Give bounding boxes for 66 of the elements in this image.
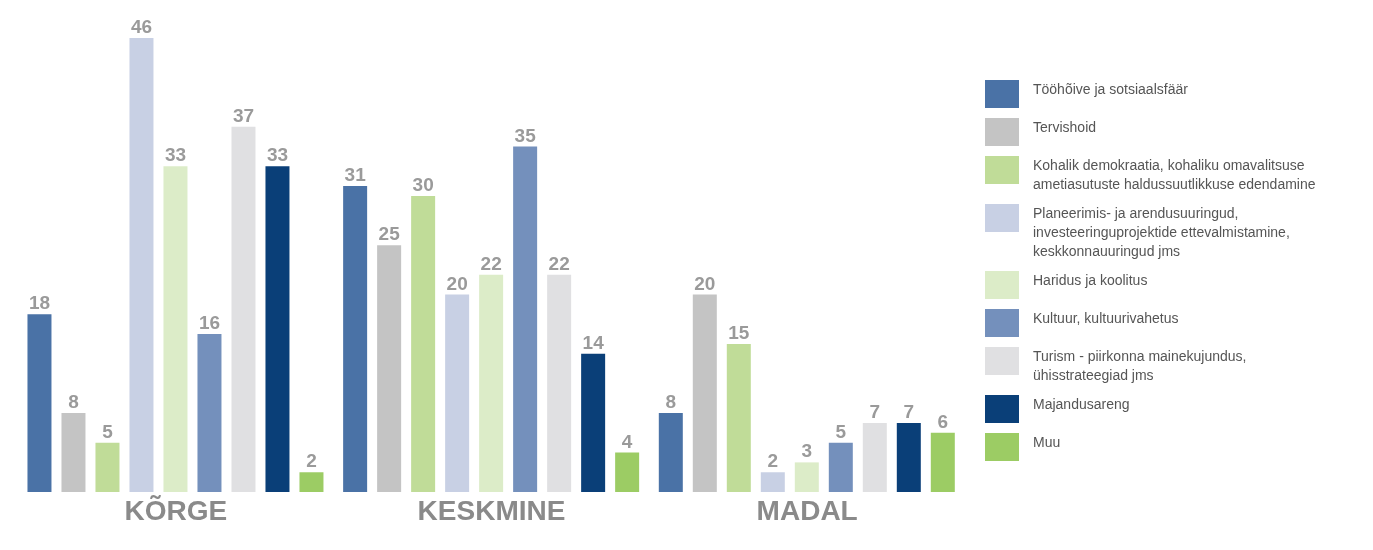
data-label: 7 <box>869 400 881 422</box>
bar <box>794 462 819 492</box>
legend-label: Muu <box>1033 432 1062 452</box>
data-label: 7 <box>903 400 915 422</box>
legend-label: Turism - piirkonna mainekujundus, ühisstrateegiad jms <box>1033 346 1248 385</box>
bar <box>411 195 436 492</box>
bar <box>95 442 120 492</box>
bar <box>658 413 683 492</box>
bar <box>692 294 717 492</box>
bar <box>615 452 640 492</box>
data-label: 22 <box>480 252 502 274</box>
x-tick-label: MADAL <box>756 494 858 526</box>
data-label: 18 <box>28 292 51 314</box>
legend-label: Tööhõive ja sotsiaalsfäär <box>1033 79 1189 99</box>
data-label: 46 <box>130 16 153 37</box>
bar <box>377 245 402 492</box>
bar <box>896 422 921 492</box>
bar <box>760 472 785 492</box>
bar <box>581 353 606 492</box>
data-label: 33 <box>164 144 187 166</box>
data-label: 3 <box>801 440 813 462</box>
data-label: 33 <box>266 144 289 166</box>
x-tick-label: KÕRGE <box>124 494 228 526</box>
data-label: 35 <box>514 124 537 146</box>
bar <box>930 432 955 492</box>
bar <box>163 166 188 492</box>
data-label: 37 <box>232 104 255 126</box>
bar <box>129 38 154 492</box>
legend-label: Haridus ja koolitus <box>1033 270 1149 290</box>
data-label: 5 <box>835 420 847 442</box>
bar <box>479 274 504 492</box>
data-label: 16 <box>198 312 221 334</box>
data-label: 22 <box>548 252 570 274</box>
legend-label: Tervishoid <box>1033 117 1098 137</box>
data-label: 2 <box>306 450 317 472</box>
legend-label: Majandusareng <box>1033 394 1131 414</box>
data-label: 5 <box>102 420 114 442</box>
bar <box>726 343 751 492</box>
legend-label: Kohalik demokraatia, kohaliku omavalitsuse ametiasutuste haldussuutlikkuse edendamine <box>1033 155 1317 194</box>
bar <box>265 166 290 492</box>
data-label: 2 <box>767 450 779 472</box>
bar <box>828 442 853 492</box>
data-label: 14 <box>582 331 605 353</box>
data-label: 6 <box>937 410 949 432</box>
bar <box>445 294 470 492</box>
data-label: 15 <box>728 321 750 343</box>
data-label: 25 <box>378 223 401 245</box>
data-label: 20 <box>446 272 468 294</box>
bar <box>343 186 368 492</box>
bar <box>231 126 256 492</box>
bar <box>27 314 52 492</box>
bar <box>862 422 887 492</box>
data-label: 4 <box>621 430 633 452</box>
bar <box>547 274 572 492</box>
x-tick-label: KESKMINE <box>417 494 566 526</box>
legend-label: Kultuur, kultuurivahetus <box>1033 308 1180 328</box>
legend-label: Planeerimis- ja arendusuuringud, investeeringuprojektide ettevalmistamine, keskkonnauuringud jms <box>1033 203 1291 261</box>
data-label: 8 <box>68 391 79 413</box>
data-label: 30 <box>412 173 434 195</box>
data-label: 31 <box>344 164 367 186</box>
data-label: 20 <box>694 272 716 294</box>
bar <box>513 146 538 492</box>
bar <box>299 472 324 492</box>
data-label: 8 <box>665 391 677 413</box>
bar <box>197 334 222 492</box>
bar <box>61 413 86 492</box>
